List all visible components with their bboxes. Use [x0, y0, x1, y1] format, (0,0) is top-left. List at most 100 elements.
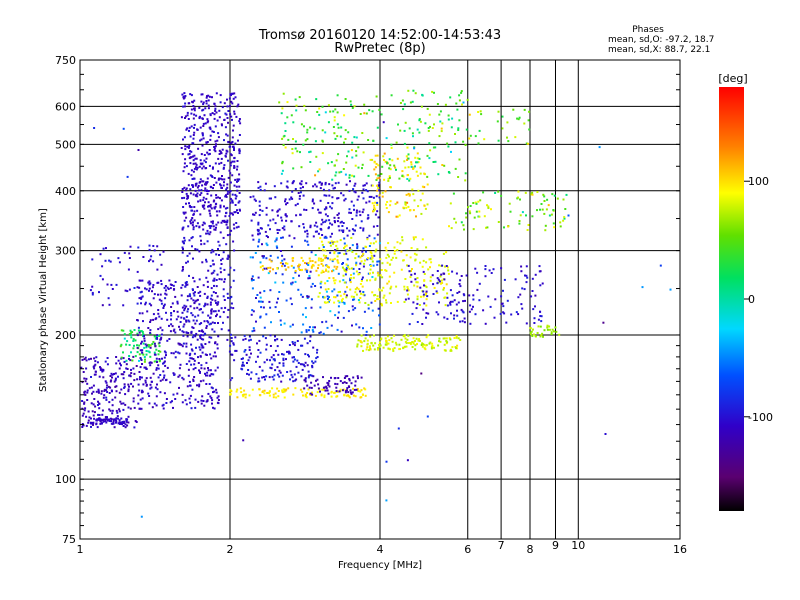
- data-point: [462, 300, 465, 303]
- data-point: [181, 188, 184, 190]
- data-point: [177, 351, 180, 354]
- data-point: [192, 134, 195, 136]
- data-point: [201, 204, 204, 207]
- data-point: [484, 275, 487, 278]
- data-point: [274, 240, 277, 243]
- data-point: [123, 386, 126, 389]
- data-point: [85, 359, 88, 362]
- data-point: [536, 332, 539, 334]
- data-point: [346, 227, 348, 230]
- data-point: [390, 143, 393, 146]
- data-point: [299, 191, 302, 194]
- data-point: [497, 190, 500, 193]
- data-point: [604, 433, 607, 435]
- data-point: [184, 148, 187, 151]
- data-point: [219, 204, 222, 207]
- data-point: [286, 350, 288, 353]
- data-point: [441, 264, 444, 267]
- data-point: [336, 94, 339, 97]
- data-point: [242, 338, 245, 341]
- data-point: [272, 396, 275, 399]
- data-point: [519, 214, 522, 217]
- data-point: [252, 213, 254, 216]
- data-point: [352, 267, 355, 270]
- data-point: [238, 185, 241, 188]
- data-point: [125, 420, 128, 423]
- data-point: [192, 162, 195, 165]
- data-point: [140, 407, 143, 410]
- data-point: [182, 138, 184, 141]
- data-point: [325, 236, 328, 239]
- data-point: [133, 426, 136, 429]
- data-point: [339, 294, 342, 297]
- data-point: [524, 191, 527, 194]
- data-point: [536, 191, 539, 193]
- data-point: [309, 126, 312, 129]
- data-point: [102, 420, 105, 423]
- data-point: [236, 165, 239, 168]
- data-point: [168, 338, 171, 340]
- data-point: [416, 321, 419, 323]
- data-point: [204, 343, 207, 345]
- data-point: [170, 352, 173, 355]
- data-point: [525, 274, 528, 277]
- data-point: [132, 355, 135, 358]
- data-point: [531, 277, 534, 280]
- data-point: [218, 244, 221, 247]
- data-point: [518, 222, 521, 225]
- data-point: [317, 267, 319, 270]
- data-point: [314, 230, 317, 233]
- data-point: [442, 337, 445, 340]
- data-point: [162, 362, 164, 365]
- data-point: [207, 99, 210, 102]
- data-point: [229, 113, 232, 116]
- data-point: [165, 378, 168, 381]
- data-point: [199, 355, 202, 358]
- data-point: [414, 258, 417, 261]
- data-point: [236, 388, 239, 391]
- data-point: [190, 343, 193, 346]
- data-point: [201, 345, 204, 348]
- data-point: [438, 135, 441, 138]
- data-point: [294, 280, 297, 283]
- data-point: [318, 107, 321, 110]
- data-point: [115, 385, 118, 388]
- data-point: [187, 146, 190, 149]
- data-point: [185, 261, 188, 264]
- data-point: [166, 286, 169, 289]
- data-point: [377, 274, 380, 277]
- data-point: [373, 254, 376, 257]
- data-point: [85, 377, 88, 380]
- data-point: [252, 195, 255, 198]
- data-point: [234, 336, 237, 339]
- data-point: [238, 120, 241, 123]
- data-point: [292, 167, 295, 170]
- data-point: [267, 272, 270, 275]
- data-point: [211, 112, 214, 115]
- data-point: [435, 311, 438, 314]
- data-point: [120, 417, 123, 420]
- data-point: [115, 390, 118, 393]
- data-point: [261, 369, 264, 372]
- data-point: [194, 184, 197, 187]
- data-point: [311, 366, 314, 369]
- data-point: [122, 373, 125, 376]
- data-point: [242, 395, 245, 398]
- data-point: [99, 420, 102, 423]
- data-point: [144, 358, 146, 361]
- data-point: [183, 212, 186, 215]
- data-point: [157, 309, 160, 311]
- data-point: [87, 419, 90, 422]
- data-point: [192, 228, 195, 231]
- data-point: [211, 222, 214, 225]
- data-point: [94, 405, 97, 408]
- data-point: [377, 184, 380, 187]
- data-point: [205, 327, 208, 329]
- data-point: [253, 213, 256, 216]
- data-point: [122, 377, 125, 380]
- data-point: [375, 162, 378, 165]
- data-point: [214, 205, 217, 208]
- data-point: [200, 239, 202, 242]
- data-point: [94, 363, 97, 366]
- data-point: [510, 313, 513, 316]
